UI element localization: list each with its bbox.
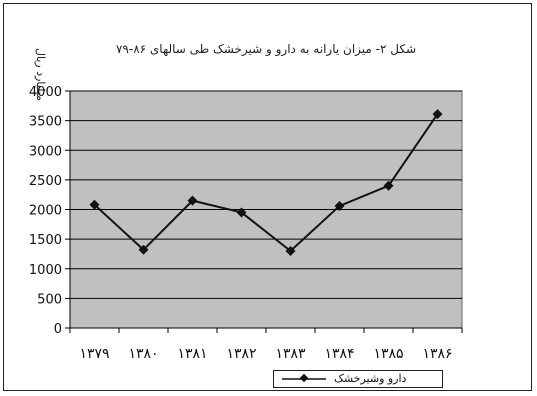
x-tick-label: ۱۳۷۹ <box>79 346 109 362</box>
x-tick-label: ۱۳۸۵ <box>373 346 403 362</box>
y-tick-label: 2500 <box>29 174 62 189</box>
y-tick-label: 500 <box>37 292 62 307</box>
series-line <box>93 113 439 253</box>
data-point <box>285 245 296 256</box>
chart-title: شکل ۲- میزان یارانه به دارو و شیرخشک طی … <box>115 42 417 56</box>
data-point <box>383 180 394 191</box>
y-axis-label: میلیارد ریال <box>34 48 47 101</box>
x-tick-label: ۱۳۸۰ <box>128 346 158 362</box>
y-tick-label: 1500 <box>29 233 62 248</box>
legend-series-name: دارو وشیرخشک <box>334 372 407 385</box>
data-point <box>334 200 345 211</box>
y-tick-label: 3500 <box>29 115 62 130</box>
y-tick-label: 4000 <box>29 85 62 100</box>
x-tick-label: ۱۳۸۳ <box>275 346 306 362</box>
y-tick-label: 3000 <box>29 144 62 159</box>
data-point <box>432 109 443 120</box>
x-tick-label: ۱۳۸۱ <box>177 346 207 362</box>
legend-swatch <box>282 373 326 383</box>
y-tick-label: 2000 <box>29 204 62 219</box>
data-point <box>236 207 247 218</box>
data-point <box>138 244 149 255</box>
y-tick-label: 0 <box>54 322 62 337</box>
data-point <box>89 199 100 210</box>
x-tick-label: ۱۳۸۴ <box>324 346 354 362</box>
x-tick-label: ۱۳۸۲ <box>226 346 256 362</box>
data-point <box>187 195 198 206</box>
x-tick-label: ۱۳۸۶ <box>422 346 452 362</box>
y-tick-label: 1000 <box>29 263 62 278</box>
legend: دارو وشیرخشک <box>273 370 443 388</box>
